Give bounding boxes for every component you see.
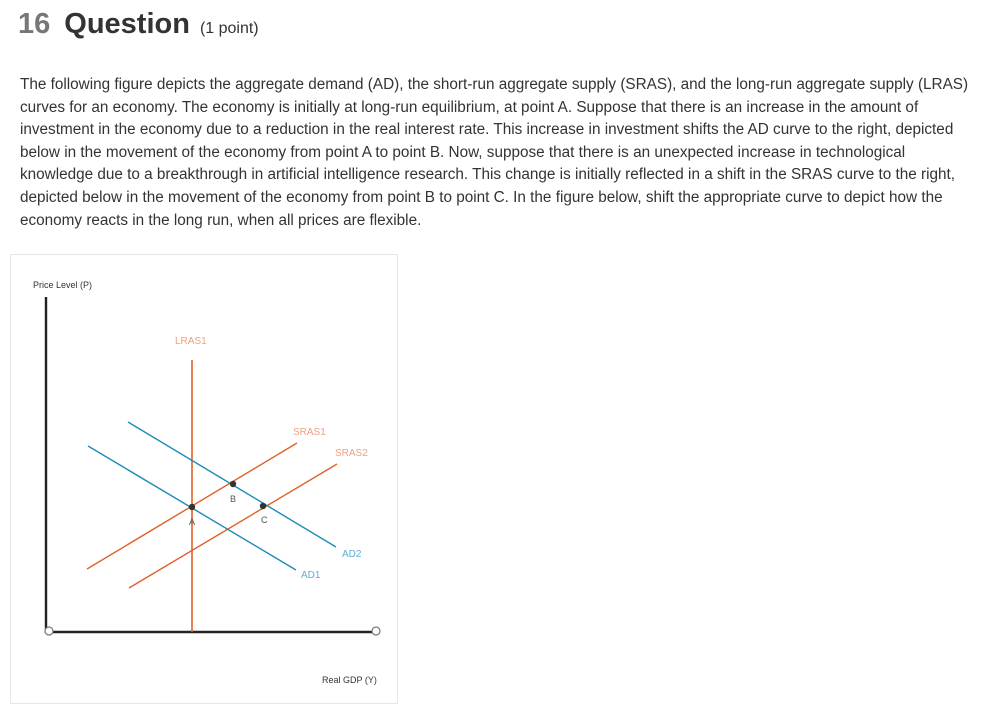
origin-handle[interactable] (44, 626, 54, 636)
sras2-label: SRAS2 (335, 448, 368, 459)
ad-as-graph[interactable]: Price Level (P) Real GDP (Y) LRAS1 SRAS1… (11, 255, 397, 703)
question-title: Question (64, 8, 190, 40)
sras1-label: SRAS1 (293, 427, 326, 438)
question-header: 16 Question (1 point) (18, 8, 259, 41)
sras2-curve[interactable] (128, 463, 338, 589)
point-a-marker (188, 503, 196, 511)
lras1-label: LRAS1 (175, 336, 207, 347)
point-a-label: A (189, 517, 195, 527)
x-axis-label: Real GDP (Y) (322, 675, 377, 685)
x-axis-end-handle[interactable] (371, 626, 381, 636)
point-c-marker (259, 502, 267, 510)
point-b-label: B (230, 494, 236, 504)
question-number: 16 (18, 8, 51, 40)
question-points: (1 point) (199, 20, 259, 37)
point-b-marker (229, 480, 237, 488)
ad2-label: AD2 (342, 549, 362, 560)
ad1-label: AD1 (301, 570, 321, 581)
y-axis-label: Price Level (P) (33, 280, 92, 290)
question-text: The following figure depicts the aggrega… (20, 76, 969, 229)
point-c-label: C (261, 515, 268, 525)
graph-panel[interactable]: Price Level (P) Real GDP (Y) LRAS1 SRAS1… (10, 254, 398, 704)
